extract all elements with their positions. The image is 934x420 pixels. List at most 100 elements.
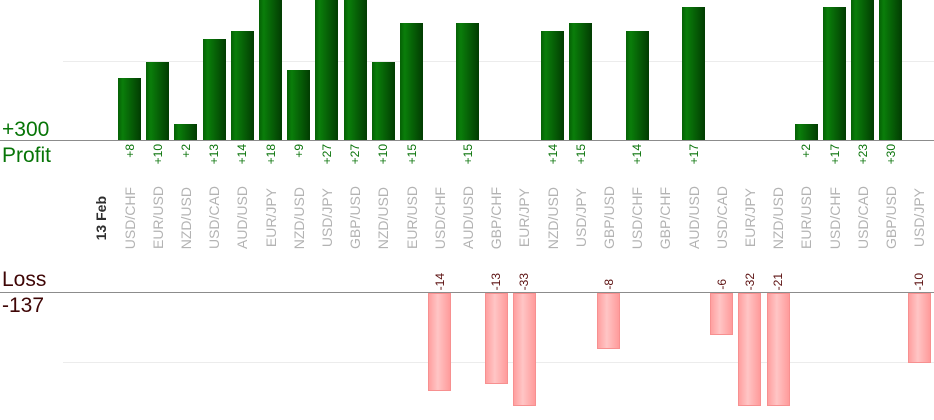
pair-label-cell: USD/JPY: [313, 186, 341, 250]
profit-value-label-cell: +8: [116, 144, 144, 182]
profit-bar: [287, 70, 311, 140]
pair-label: GBP/USD: [347, 186, 364, 250]
pair-label: GBP/CHF: [657, 186, 674, 250]
profit-bar: [541, 31, 564, 140]
profit-bar: [794, 124, 818, 140]
pair-label-cell: NZD/USD: [539, 186, 567, 250]
loss-value-label-cell: -33: [510, 252, 538, 290]
profit-value-label: +18: [263, 144, 278, 165]
profit-value-label: +2: [799, 144, 814, 158]
profit-baseline-axis: [0, 140, 934, 141]
loss-value-label-cell: -6: [708, 252, 736, 290]
profit-bar: [400, 23, 423, 140]
pair-label: EUR/JPY: [262, 188, 279, 248]
pair-label: USD/JPY: [318, 188, 335, 248]
profit-value-label: +15: [460, 144, 475, 165]
pair-label: AUD/USD: [234, 186, 251, 250]
profit-value-label-cell: +10: [369, 144, 397, 182]
loss-value-label: -32: [742, 272, 757, 290]
profit-value-label-cell: +13: [200, 144, 228, 182]
pair-label: EUR/JPY: [516, 188, 533, 248]
loss-bar: [766, 293, 790, 406]
profit-value-label: +30: [883, 144, 898, 165]
loss-baseline-axis: [0, 292, 934, 293]
pair-label: NZD/USD: [375, 186, 392, 250]
pair-label: USD/JPY: [572, 188, 589, 248]
loss-bar: [597, 293, 621, 349]
pair-label: USD/CAD: [206, 186, 223, 250]
profit-value-label: +23: [855, 144, 870, 165]
profit-bar: [851, 0, 875, 140]
profit-value-label: +17: [827, 144, 842, 165]
profit-value-label: +10: [150, 144, 165, 165]
profit-value-label: +27: [319, 144, 334, 165]
profit-total-label: +300: [2, 118, 50, 141]
profit-value-label: +2: [178, 144, 193, 158]
pair-label-cell: GBP/USD: [595, 186, 623, 250]
loss-bar: [428, 293, 452, 391]
loss-row-label: Loss: [2, 268, 47, 291]
profit-value-label-cell: +23: [849, 144, 877, 182]
pair-label: EUR/USD: [403, 186, 420, 250]
pair-label-cell: USD/CAD: [849, 186, 877, 250]
pair-label-cell: NZD/USD: [369, 186, 397, 250]
pair-label: AUD/USD: [685, 186, 702, 250]
profit-value-label-cell: +2: [172, 144, 200, 182]
pair-label-cell: AUD/USD: [680, 186, 708, 250]
pair-label-cell: EUR/JPY: [736, 186, 764, 250]
pair-label: USD/CHF: [431, 186, 448, 250]
profit-bar: [230, 31, 254, 140]
loss-value-label-cell: -8: [595, 252, 623, 290]
profit-value-label-cell: +27: [313, 144, 341, 182]
pair-label: USD/CHF: [826, 186, 843, 250]
pair-label-cell: USD/CAD: [200, 186, 228, 250]
date-label-cell: 13 Feb: [87, 186, 115, 250]
profit-value-label: +27: [348, 144, 363, 165]
pair-label: GBP/CHF: [488, 186, 505, 250]
pair-label: USD/CHF: [629, 186, 646, 250]
loss-value-label: -33: [517, 272, 532, 290]
pair-label: EUR/USD: [798, 186, 815, 250]
loss-bar: [512, 293, 536, 406]
pair-label-cell: EUR/USD: [144, 186, 172, 250]
profit-bar: [146, 62, 170, 140]
pair-label: AUD/USD: [459, 186, 476, 250]
pair-label-cell: EUR/JPY: [257, 186, 285, 250]
pair-label: NZD/USD: [770, 186, 787, 250]
pair-label-cell: EUR/USD: [792, 186, 820, 250]
profit-value-label-cell: +15: [398, 144, 426, 182]
loss-total-label: -137: [2, 294, 45, 317]
pair-label: GBP/USD: [600, 186, 617, 250]
pair-label: NZD/USD: [544, 186, 561, 250]
pair-label-cell: USD/CHF: [623, 186, 651, 250]
profit-bar: [569, 23, 593, 140]
profit-plot-area: [0, 0, 934, 140]
profit-row-label: Profit: [2, 144, 52, 167]
profit-bar: [823, 7, 846, 140]
profit-bar: [343, 0, 367, 140]
pair-label-cell: USD/CHF: [426, 186, 454, 250]
profit-value-label-cell: +15: [454, 144, 482, 182]
profit-value-label: +15: [404, 144, 419, 165]
profit-value-label-cell: +30: [877, 144, 905, 182]
loss-bar: [710, 293, 734, 335]
pair-label-cell: GBP/CHF: [482, 186, 510, 250]
loss-value-label-cell: -10: [905, 252, 933, 290]
loss-value-label: -10: [912, 272, 927, 290]
pair-label-cell: NZD/USD: [764, 186, 792, 250]
profit-bar: [118, 78, 141, 140]
loss-value-label-cell: -14: [426, 252, 454, 290]
profit-bar: [879, 0, 903, 140]
loss-bar: [484, 293, 508, 384]
pair-label: NZD/USD: [290, 186, 307, 250]
profit-value-label-cell: +10: [144, 144, 172, 182]
profit-bar: [682, 7, 705, 140]
profit-gridline: [63, 61, 934, 62]
loss-bar: [738, 293, 762, 406]
loss-value-label-cell: -32: [736, 252, 764, 290]
date-label: 13 Feb: [93, 195, 110, 241]
profit-value-label: +15: [573, 144, 588, 165]
profit-bar: [625, 31, 649, 140]
profit-value-label-cell: +15: [567, 144, 595, 182]
